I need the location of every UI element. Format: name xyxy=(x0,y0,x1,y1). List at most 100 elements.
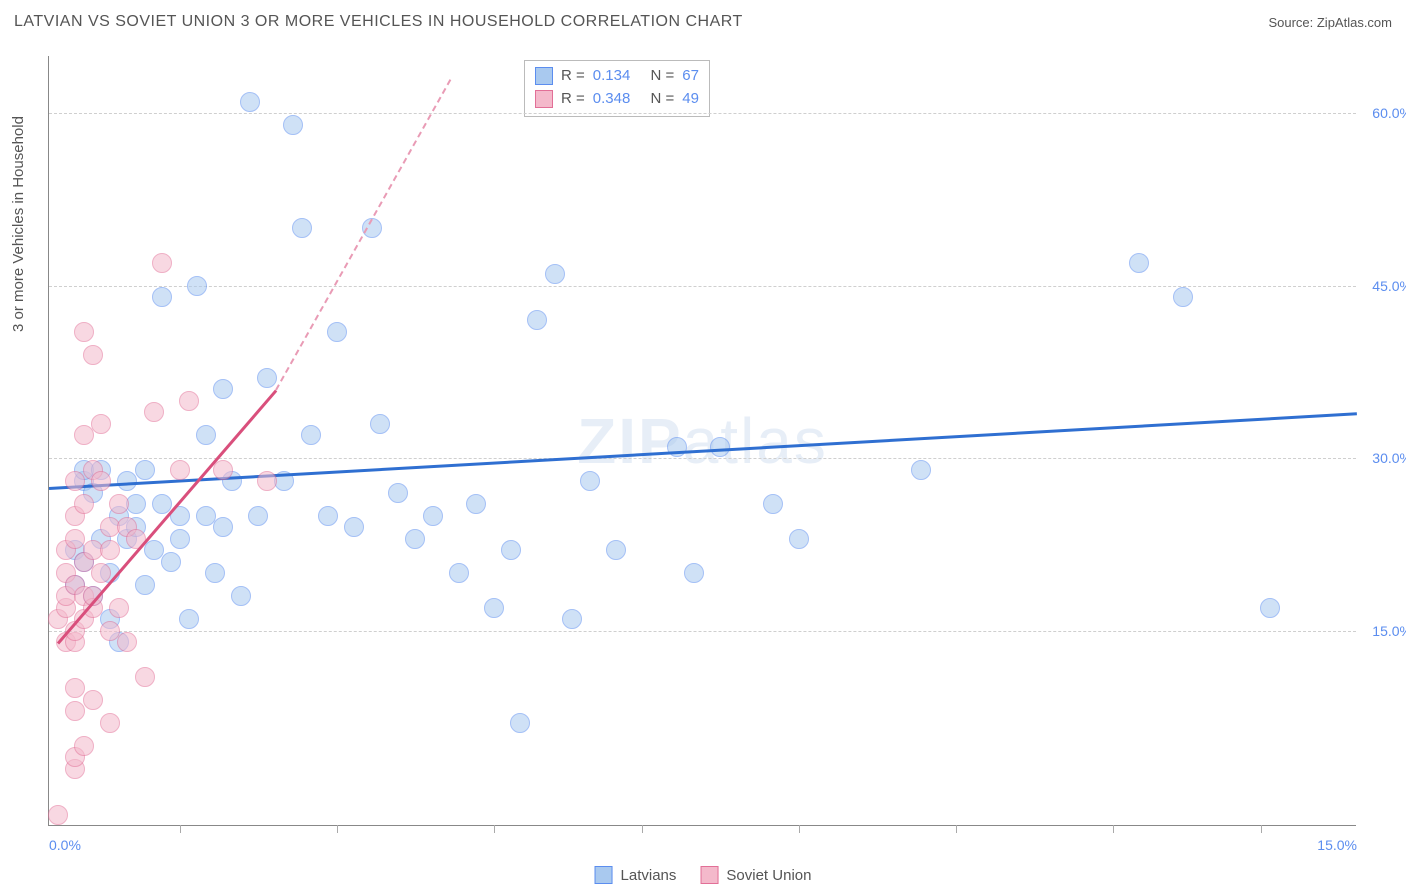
swatch-latvians xyxy=(595,866,613,884)
y-tick-label: 15.0% xyxy=(1360,623,1406,639)
data-point xyxy=(65,471,85,491)
x-tick xyxy=(1113,825,1114,833)
r-label: R = xyxy=(561,88,585,111)
data-point xyxy=(48,805,68,825)
n-label: N = xyxy=(650,65,674,88)
data-point xyxy=(74,494,94,514)
data-point xyxy=(710,437,730,457)
data-point xyxy=(562,609,582,629)
n-label: N = xyxy=(650,88,674,111)
data-point xyxy=(83,345,103,365)
x-tick xyxy=(1261,825,1262,833)
info-row-latvians: R = 0.134 N = 67 xyxy=(535,65,699,88)
swatch-soviet xyxy=(535,90,553,108)
data-point xyxy=(1173,287,1193,307)
y-tick-label: 30.0% xyxy=(1360,450,1406,466)
data-point xyxy=(187,276,207,296)
data-point xyxy=(179,391,199,411)
data-point xyxy=(1260,598,1280,618)
data-point xyxy=(580,471,600,491)
data-point xyxy=(196,425,216,445)
data-point xyxy=(65,701,85,721)
data-point xyxy=(449,563,469,583)
data-point xyxy=(100,713,120,733)
data-point xyxy=(213,460,233,480)
correlation-info-box: R = 0.134 N = 67 R = 0.348 N = 49 xyxy=(524,60,710,117)
r-label: R = xyxy=(561,65,585,88)
r-value-soviet: 0.348 xyxy=(593,88,631,111)
gridline xyxy=(49,458,1356,459)
data-point xyxy=(405,529,425,549)
data-point xyxy=(510,713,530,733)
data-point xyxy=(370,414,390,434)
data-point xyxy=(91,414,111,434)
swatch-soviet xyxy=(700,866,718,884)
data-point xyxy=(466,494,486,514)
data-point xyxy=(301,425,321,445)
data-point xyxy=(135,575,155,595)
legend-item-latvians[interactable]: Latvians xyxy=(595,866,677,884)
data-point xyxy=(117,632,137,652)
data-point xyxy=(763,494,783,514)
data-point xyxy=(240,92,260,112)
data-point xyxy=(65,678,85,698)
data-point xyxy=(170,529,190,549)
data-point xyxy=(1129,253,1149,273)
data-point xyxy=(213,517,233,537)
gridline xyxy=(49,631,1356,632)
data-point xyxy=(292,218,312,238)
data-point xyxy=(231,586,251,606)
data-point xyxy=(100,621,120,641)
data-point xyxy=(126,494,146,514)
data-point xyxy=(170,460,190,480)
data-point xyxy=(911,460,931,480)
data-point xyxy=(135,667,155,687)
x-tick xyxy=(642,825,643,833)
data-point xyxy=(144,402,164,422)
x-tick xyxy=(337,825,338,833)
data-point xyxy=(74,425,94,445)
data-point xyxy=(144,540,164,560)
data-point xyxy=(318,506,338,526)
y-axis-label: 3 or more Vehicles in Household xyxy=(10,116,27,332)
x-tick-label: 0.0% xyxy=(49,837,81,853)
source-link[interactable]: ZipAtlas.com xyxy=(1317,15,1392,30)
data-point xyxy=(388,483,408,503)
y-tick-label: 45.0% xyxy=(1360,278,1406,294)
data-point xyxy=(179,609,199,629)
data-point xyxy=(205,563,225,583)
legend-item-soviet[interactable]: Soviet Union xyxy=(700,866,811,884)
data-point xyxy=(423,506,443,526)
n-value-soviet: 49 xyxy=(682,88,699,111)
data-point xyxy=(65,529,85,549)
x-tick-label: 15.0% xyxy=(1317,837,1357,853)
source-attribution: Source: ZipAtlas.com xyxy=(1268,15,1392,30)
scatter-chart: ZIPatlas R = 0.134 N = 67 R = 0.348 N = … xyxy=(48,56,1356,826)
data-point xyxy=(74,736,94,756)
x-tick xyxy=(956,825,957,833)
source-prefix: Source: xyxy=(1268,15,1316,30)
data-point xyxy=(327,322,347,342)
chart-title: LATVIAN VS SOVIET UNION 3 OR MORE VEHICL… xyxy=(14,13,743,31)
data-point xyxy=(248,506,268,526)
data-point xyxy=(344,517,364,537)
gridline xyxy=(49,113,1356,114)
data-point xyxy=(789,529,809,549)
data-point xyxy=(152,253,172,273)
series-legend: Latvians Soviet Union xyxy=(595,866,812,884)
data-point xyxy=(684,563,704,583)
data-point xyxy=(484,598,504,618)
data-point xyxy=(606,540,626,560)
data-point xyxy=(527,310,547,330)
watermark: ZIPatlas xyxy=(577,404,828,478)
data-point xyxy=(109,494,129,514)
data-point xyxy=(100,540,120,560)
data-point xyxy=(161,552,181,572)
data-point xyxy=(257,471,277,491)
chart-header: LATVIAN VS SOVIET UNION 3 OR MORE VEHICL… xyxy=(0,0,1406,44)
data-point xyxy=(83,690,103,710)
info-row-soviet: R = 0.348 N = 49 xyxy=(535,88,699,111)
data-point xyxy=(545,264,565,284)
data-point xyxy=(91,471,111,491)
y-tick-label: 60.0% xyxy=(1360,105,1406,121)
